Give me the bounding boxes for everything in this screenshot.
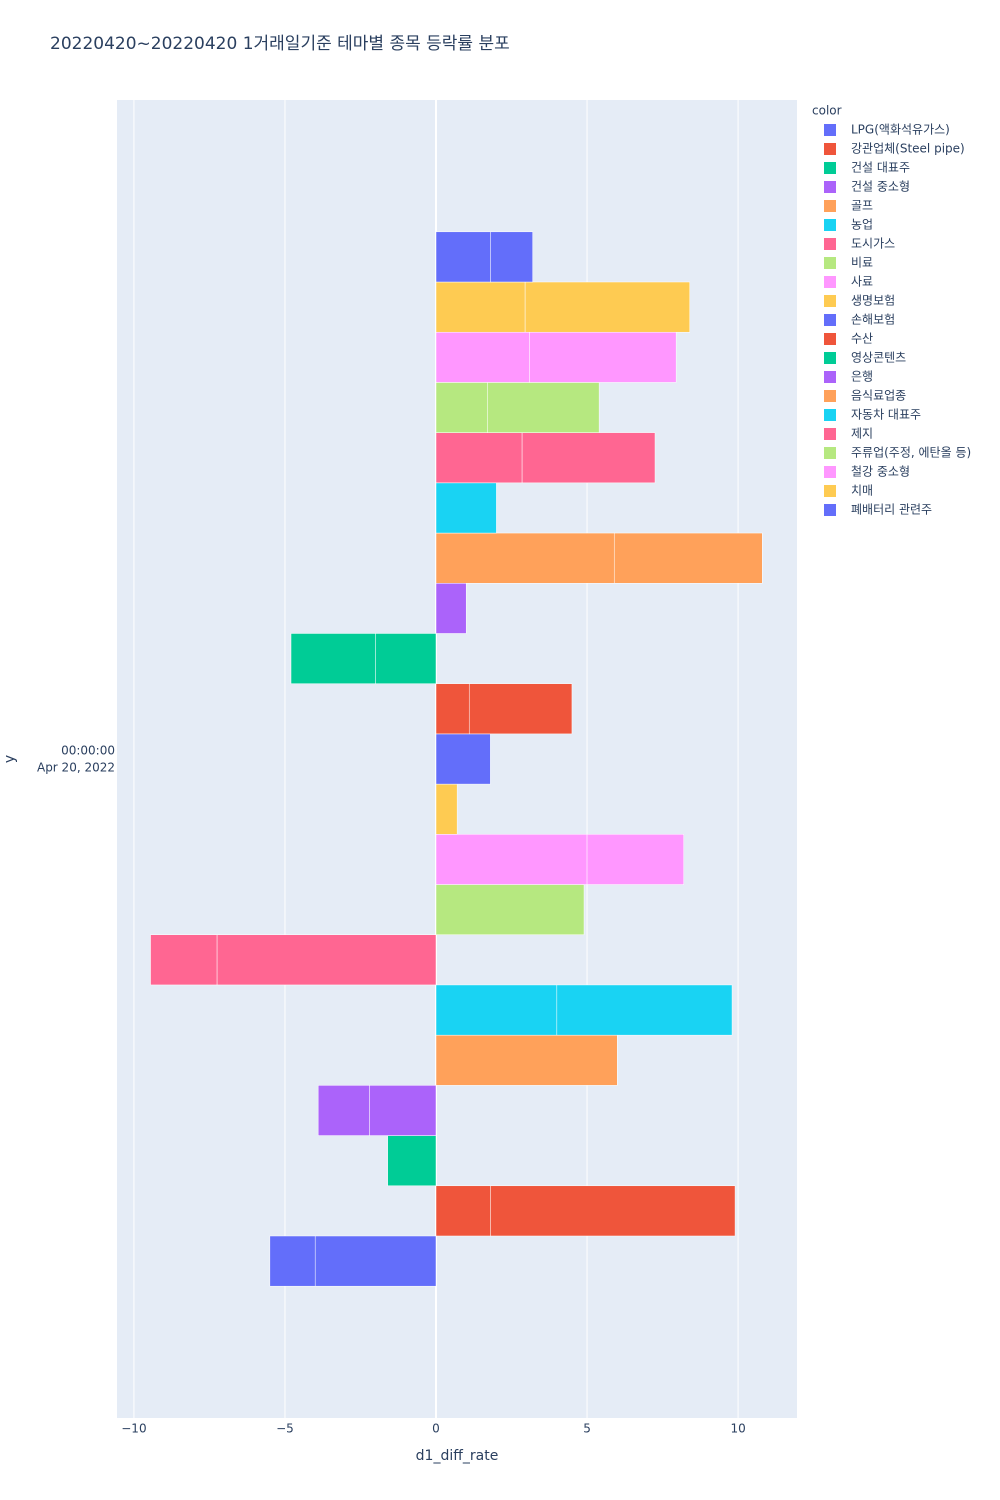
legend-swatch: [824, 181, 836, 193]
bar-segment: [435, 884, 585, 935]
bar-segment: [435, 482, 497, 534]
legend-label: 골프: [851, 199, 873, 213]
legend-swatch: [824, 124, 836, 136]
legend-swatch: [824, 314, 836, 326]
bar-segment: [435, 984, 558, 1036]
legend-label: 자동차 대표주: [851, 408, 921, 422]
bar-segment: [435, 231, 491, 283]
legend-swatch: [824, 485, 836, 497]
bar-segment: [435, 683, 470, 735]
legend-label: 생명보험: [851, 294, 895, 308]
bar-segment: [435, 532, 615, 584]
bar-segment: [435, 783, 458, 835]
legend-label: LPG(액화석유가스): [851, 123, 950, 137]
bar-segment: [317, 1085, 370, 1136]
x-tick-label: 0: [432, 1422, 440, 1436]
bar-segment: [387, 1135, 437, 1187]
legend-label: 철강 중소형: [851, 465, 910, 479]
legend-label: 건설 대표주: [851, 161, 910, 175]
y-axis-title: y: [2, 755, 18, 763]
legend-swatch: [824, 333, 836, 345]
legend-label: 수산: [851, 332, 873, 346]
legend-swatch: [824, 428, 836, 440]
legend-swatch: [824, 409, 836, 421]
bar-segment: [435, 583, 467, 634]
legend-swatch: [824, 295, 836, 307]
legend-label: 음식료업종: [851, 389, 906, 403]
bar-segment: [435, 331, 530, 383]
bar-segment: [435, 1185, 491, 1237]
bar-segment: [435, 1034, 618, 1086]
legend-swatch: [824, 143, 836, 155]
legend-swatch: [824, 447, 836, 459]
legend-label: 폐배터리 관련주: [851, 503, 932, 517]
bar-segment: [529, 331, 677, 383]
bar-segment: [468, 683, 573, 735]
x-tick-label: −5: [276, 1422, 294, 1436]
legend-swatch: [824, 257, 836, 269]
x-tick-label: −10: [121, 1422, 146, 1436]
legend-label: 건설 중소형: [851, 180, 910, 194]
bar-segment: [490, 231, 533, 283]
bar-segment: [314, 1235, 437, 1287]
legend-swatch: [824, 466, 836, 478]
legend-label: 농업: [851, 218, 873, 232]
legend-swatch: [824, 390, 836, 402]
legend-swatch: [824, 162, 836, 174]
bar-segment: [613, 532, 763, 584]
legend-label: 사료: [851, 275, 873, 289]
bar-segment: [375, 633, 437, 684]
y-tick-label: Apr 20, 2022: [37, 761, 115, 775]
bar-segment: [524, 281, 691, 333]
legend-label: 주류업(주정, 에탄올 등): [851, 446, 971, 460]
legend-swatch: [824, 276, 836, 288]
x-tick-label: 10: [730, 1422, 745, 1436]
legend-label: 비료: [851, 256, 873, 270]
chart-title: 20220420~20220420 1거래일기준 테마별 종목 등락률 분포: [50, 34, 510, 54]
bar-segment: [435, 733, 491, 785]
bar-segment: [435, 834, 588, 885]
legend-swatch: [824, 219, 836, 231]
legend-label: 영상콘텐츠: [851, 351, 906, 365]
bar-segment: [556, 984, 733, 1036]
x-tick-label: 5: [583, 1422, 591, 1436]
legend-swatch: [824, 238, 836, 250]
bar-segment: [216, 934, 437, 986]
bar-segment: [435, 281, 526, 333]
x-axis-title: d1_diff_rate: [416, 1448, 499, 1464]
legend-swatch: [824, 371, 836, 383]
bar-segment: [435, 382, 488, 433]
bar-segment: [290, 633, 376, 684]
bar-segment: [269, 1235, 316, 1287]
bar-segment: [490, 1185, 736, 1237]
legend-label: 강관업체(Steel pipe): [851, 142, 965, 156]
bar-segment: [521, 432, 656, 484]
bar-segment: [487, 382, 600, 433]
bar-segment: [586, 834, 684, 885]
legend-label: 도시가스: [851, 237, 895, 251]
bar-segment: [435, 432, 523, 484]
legend-title: color: [812, 104, 842, 118]
bar-segment: [150, 934, 218, 986]
legend-swatch: [824, 352, 836, 364]
bar-segment: [369, 1085, 437, 1136]
legend-swatch: [824, 504, 836, 516]
legend-label: 손해보험: [851, 313, 895, 327]
legend-label: 치매: [851, 484, 873, 498]
legend-swatch: [824, 200, 836, 212]
legend-label: 은행: [851, 369, 873, 384]
y-tick-label: 00:00:00: [61, 744, 115, 758]
legend-label: 제지: [851, 427, 873, 441]
